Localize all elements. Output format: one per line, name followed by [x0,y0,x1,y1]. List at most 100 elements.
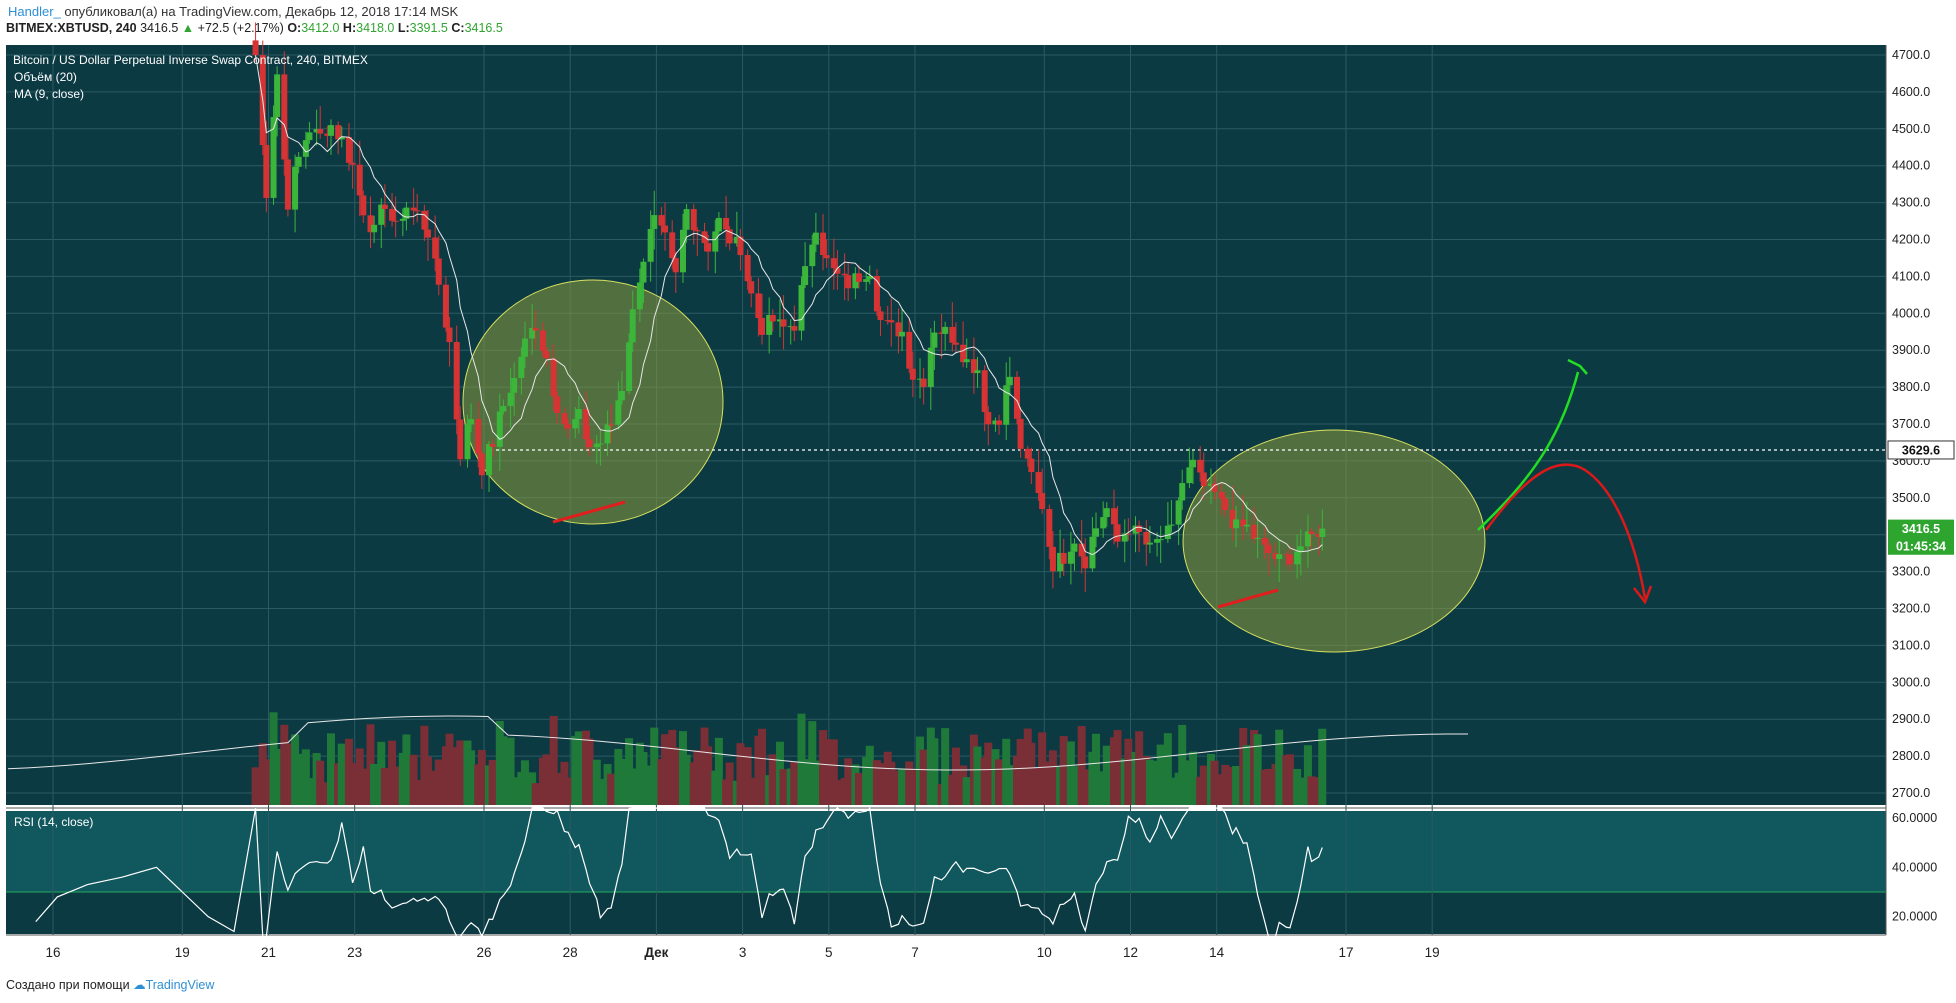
price-axis-bg[interactable] [1886,45,1956,935]
volume-ma-polyline [7,715,1469,771]
time-axis-bg[interactable] [0,935,1956,967]
candle [586,425,593,456]
candle [313,109,320,146]
volume-bar [348,763,357,805]
volume-bar [305,778,314,805]
candle [539,322,546,357]
volume-bar [639,752,648,805]
candle [755,277,762,337]
time-tick-label: 26 [476,945,491,960]
price-tick-label: 3800.0 [1892,380,1930,394]
low-label: L: [397,21,410,35]
candle [985,406,992,446]
candle [446,316,453,367]
candle [1060,538,1067,576]
candle [511,362,518,416]
candle [414,193,421,223]
time-tick-label: 17 [1338,945,1353,960]
up-triangle-icon: ▲ [181,21,195,35]
candle [705,234,712,271]
volume-bar [413,780,422,805]
trading-chart[interactable]: 4700.0 4600.0 4500.0 4400.0 4300.0 4200.0 4100… [0,0,1956,975]
volume-bar [1163,733,1172,805]
time-tick-label: 16 [45,945,60,960]
ellipse-left [462,279,724,525]
volume-bar [671,747,680,805]
volume-bar [833,780,842,805]
rsi-axis-labels[interactable]: 60.0000 40.0000 20.0000 [1892,811,1937,924]
candle [464,414,471,468]
volume-bar [1113,730,1122,805]
candle [651,190,658,250]
candle [378,198,385,249]
candle [1168,500,1175,533]
candle [812,212,819,253]
volume-bar [801,759,810,805]
candle [1028,447,1035,484]
volume-bar [941,728,950,805]
rsi-tick-label: 60.0000 [1892,811,1937,825]
candle [1039,468,1046,514]
candle [295,152,302,174]
candle [1136,520,1143,553]
candle [938,313,945,359]
rsi-tick-label: 40.0000 [1892,860,1937,874]
open-label: O: [287,21,302,35]
volume-bar [876,763,885,805]
tradingview-link[interactable]: TradingView [145,978,215,992]
candle [884,305,891,325]
candle [421,204,428,241]
volume-bar [1199,765,1208,805]
bullish-arrow-head-icon [1567,358,1588,375]
author-link[interactable]: Handler_ [8,4,61,19]
candle [726,226,733,251]
price-tag-bg [1888,536,1954,555]
price-tick-label: 4600.0 [1892,85,1930,99]
candle [683,204,690,243]
price-panel-bg[interactable] [6,45,1886,805]
candle [927,328,934,410]
volume-bar [962,777,971,805]
price-axis-labels[interactable]: 4700.0 4600.0 4500.0 4400.0 4300.0 4200.0 4100… [1892,48,1930,800]
volume-bar [423,756,432,805]
candle [920,367,927,405]
time-tick-label: 19 [175,945,190,960]
candle [284,138,291,217]
bearish-arrow-head-icon [1633,585,1653,605]
candle [1143,520,1150,566]
time-tick-label: 23 [347,945,362,960]
volume-bar [779,769,788,805]
price-tick-label: 2800.0 [1892,749,1930,763]
candle [992,417,999,432]
volume-bar [1124,738,1133,805]
candle [877,306,884,337]
volume-bar [574,731,583,805]
volume-bar [596,778,605,805]
tradingview-cloud-icon: ☁ [133,978,146,992]
legend-title: Bitcoin / US Dollar Perpetual Inverse Sw… [13,53,368,67]
volume-bar [908,769,917,805]
candle [917,358,924,399]
candle [809,234,816,288]
divergence-line-right [1217,588,1279,609]
volume-bar [409,754,418,805]
legend-volume: Объём (20) [14,70,77,84]
candle [1046,504,1053,560]
candle [1014,371,1021,425]
candle [1200,452,1207,500]
volume-bar [1135,731,1144,805]
candle [1071,538,1078,571]
published-text: опубликовал(а) на TradingView.com, Декаб… [64,4,459,19]
candle [1078,520,1085,574]
candle [435,235,442,296]
publication-line: Handler_ опубликовал(а) на TradingView.c… [8,4,458,19]
volume-ma-line [7,715,1469,771]
candle [478,450,485,489]
candle [410,188,417,226]
time-tick-label: 5 [825,945,833,960]
candle [489,439,496,457]
candle [758,293,765,345]
volume-bar [1318,728,1327,805]
time-axis-labels[interactable]: 16 19 21 23 26 28 Дек 3 5 7 10 12 14 17 19 [45,945,1439,960]
candle [1093,512,1100,548]
